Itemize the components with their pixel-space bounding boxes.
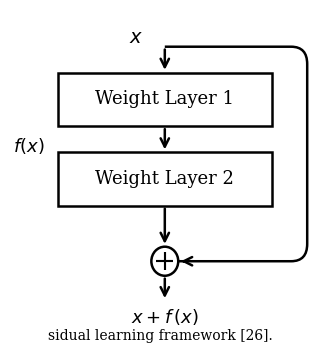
Text: $f(x)$: $f(x)$: [13, 136, 44, 156]
Text: sidual learning framework [26].: sidual learning framework [26].: [48, 329, 272, 343]
Text: Weight Layer 2: Weight Layer 2: [95, 170, 234, 188]
Text: Weight Layer 1: Weight Layer 1: [95, 90, 234, 109]
FancyBboxPatch shape: [58, 73, 272, 126]
Circle shape: [151, 247, 178, 276]
Text: $x$: $x$: [129, 29, 143, 47]
Text: $x + f\,(x)$: $x + f\,(x)$: [131, 307, 199, 327]
FancyBboxPatch shape: [58, 152, 272, 206]
